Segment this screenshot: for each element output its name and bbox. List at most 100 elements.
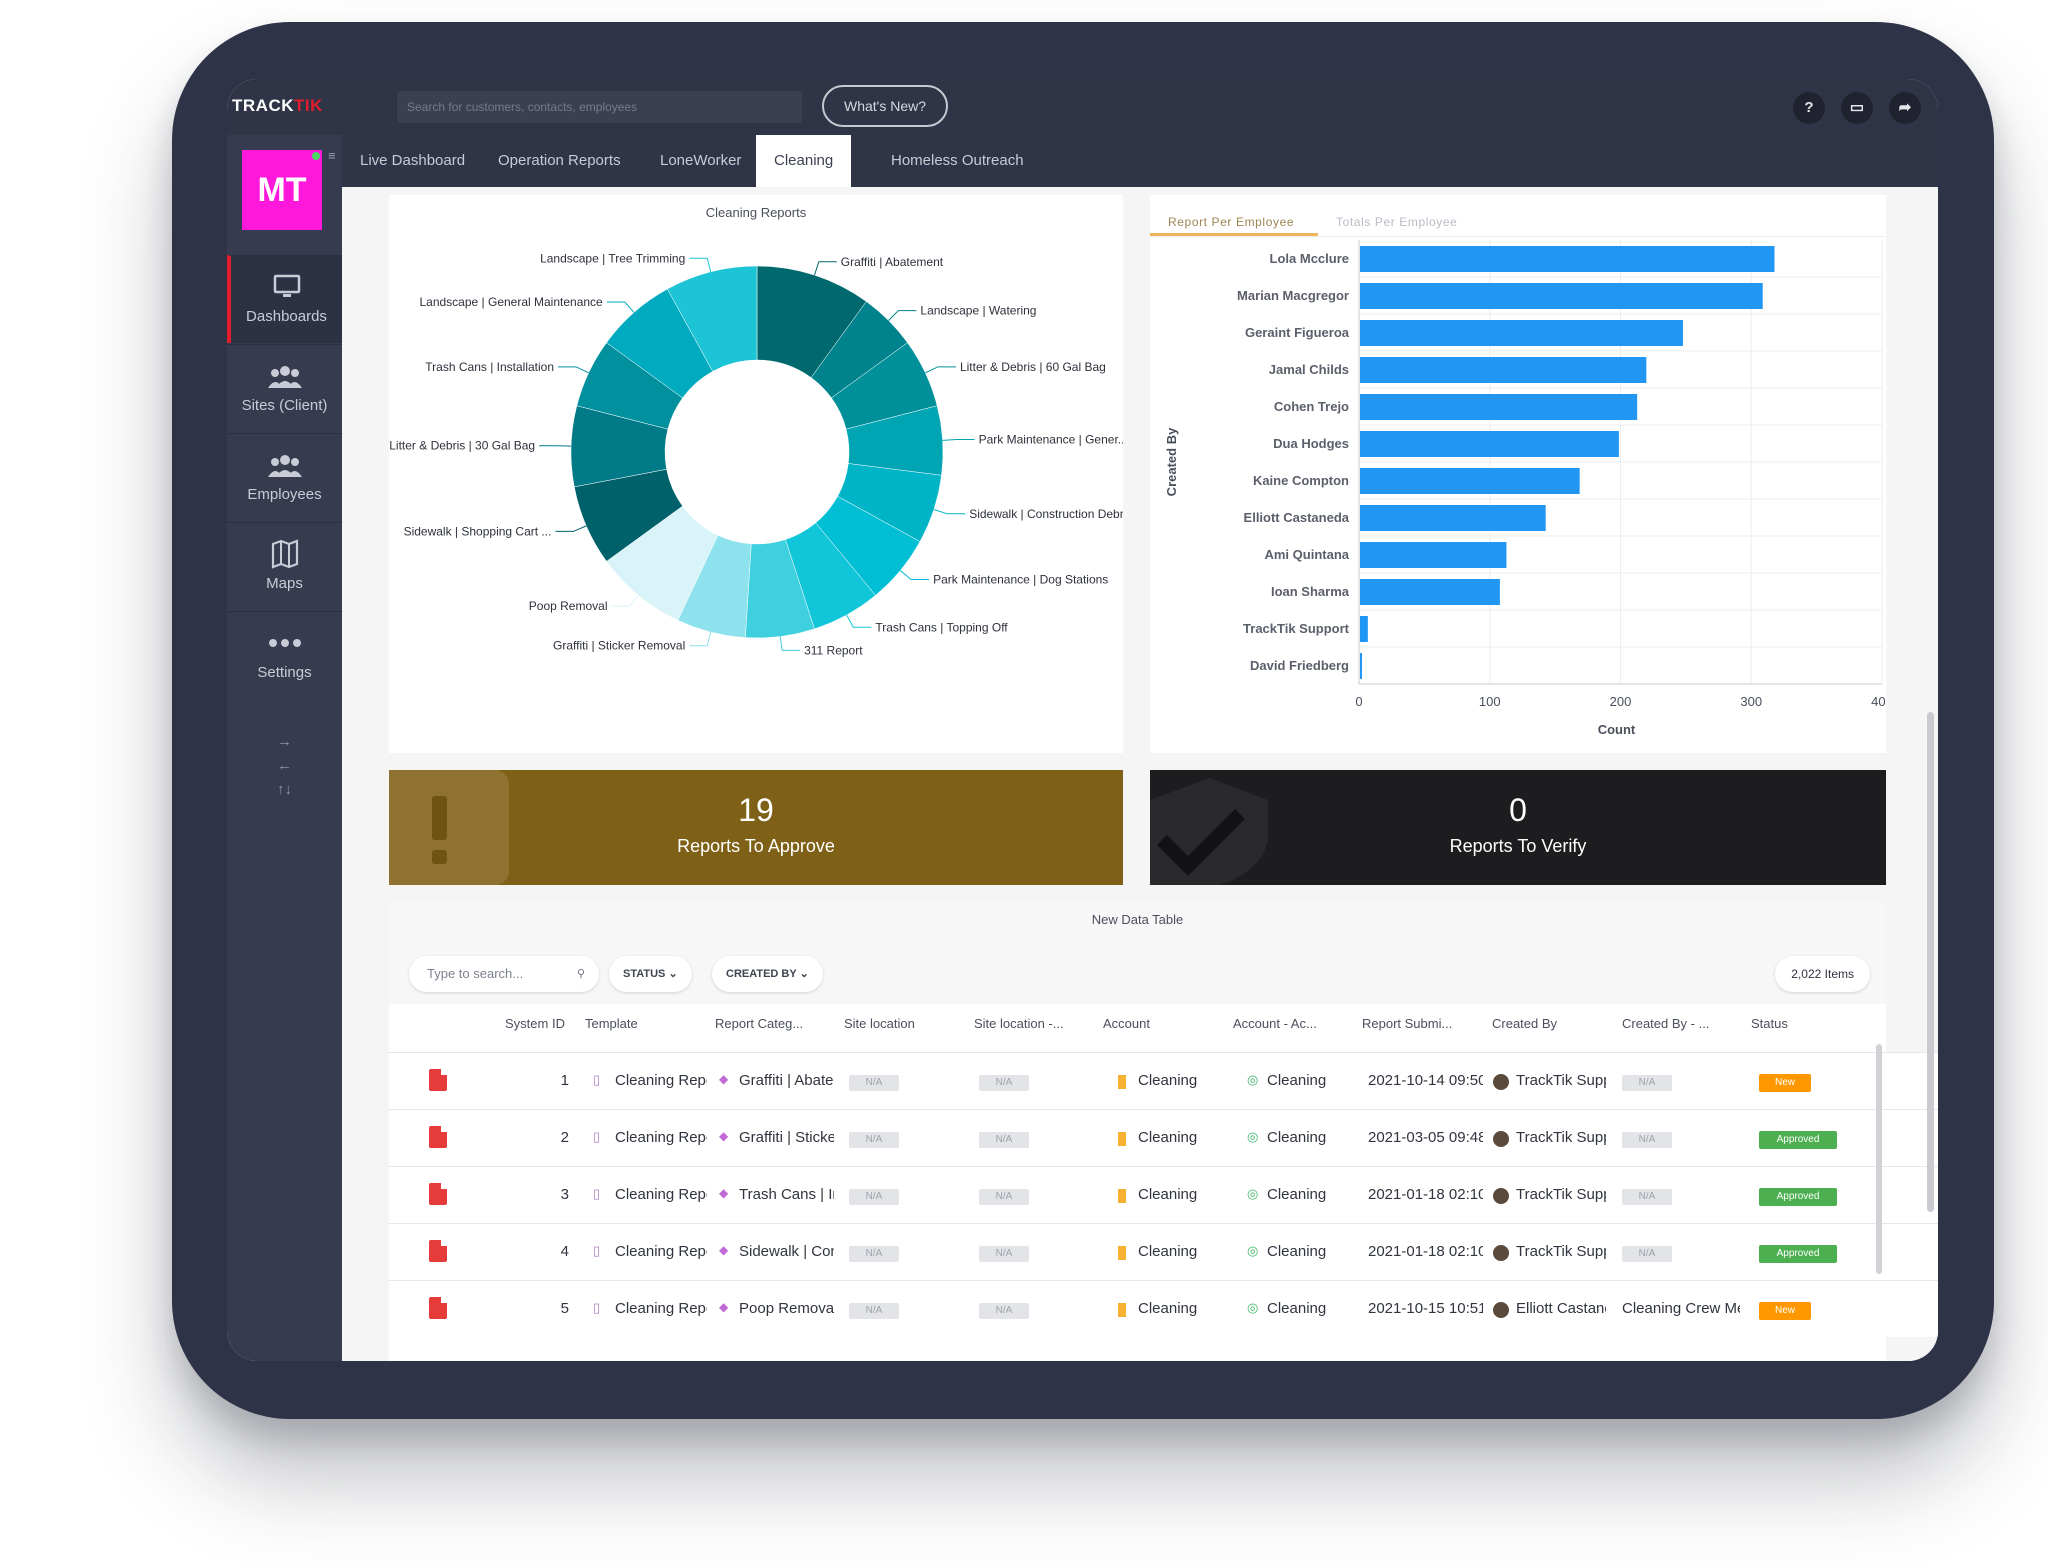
y-tick-label: David Friedberg — [1250, 658, 1349, 673]
donut-slice[interactable] — [667, 265, 758, 372]
col-header-site-location-2[interactable]: Site location -... — [974, 1016, 1064, 1031]
cell-site-location-2: N/A — [979, 1132, 1029, 1148]
share-icon[interactable]: ➦ — [1889, 92, 1921, 124]
tab-totals-per-employee[interactable]: Totals Per Employee — [1336, 215, 1458, 229]
table-body: System ID Template Report Categ... Site … — [389, 1004, 1938, 1361]
bar[interactable] — [1360, 246, 1775, 272]
sort-arrows-icon[interactable]: ↑↓ — [277, 781, 292, 798]
approve-label: Reports To Approve — [677, 836, 835, 856]
account-icon — [1118, 1075, 1126, 1089]
sidebar-item-dashboards[interactable]: Dashboards — [227, 255, 342, 343]
tab-operation-reports[interactable]: Operation Reports — [498, 152, 621, 169]
col-header-system-id[interactable]: System ID — [505, 1016, 565, 1031]
table-row[interactable]: 4 ▯ Cleaning Report ◆ Sidewalk | Constructio… — [389, 1223, 1938, 1280]
slice-label: Landscape | General Maintenance — [419, 295, 603, 309]
bar[interactable] — [1360, 320, 1683, 346]
table-search-input[interactable]: Type to search... ⚲ — [409, 956, 599, 992]
cell-template: Cleaning Report — [615, 1243, 707, 1260]
pdf-icon[interactable] — [429, 1183, 447, 1205]
account-icon — [1118, 1189, 1126, 1203]
pdf-icon[interactable] — [429, 1240, 447, 1262]
col-header-created-by-2[interactable]: Created By - ... — [1622, 1016, 1710, 1031]
col-header-template[interactable]: Template — [585, 1016, 638, 1031]
cell-report-category: Trash Cans | Installation — [739, 1186, 834, 1203]
table-row[interactable]: 3 ▯ Cleaning Report ◆ Trash Cans | Installat… — [389, 1166, 1938, 1223]
col-header-account-2[interactable]: Account - Ac... — [1233, 1016, 1317, 1031]
col-header-report-submitted[interactable]: Report Submi... — [1362, 1016, 1453, 1031]
sidebar-item-settings[interactable]: Settings — [227, 611, 342, 691]
y-axis-label: Created By — [1164, 427, 1179, 496]
table-scrollbar[interactable] — [1876, 1044, 1882, 1274]
sidebar-item-sites[interactable]: Sites (Client) — [227, 344, 342, 432]
pdf-icon[interactable] — [429, 1297, 447, 1319]
created-by-filter-button[interactable]: CREATED BY ⌄ — [712, 956, 823, 992]
sidebar-item-maps[interactable]: Maps — [227, 522, 342, 610]
status-filter-button[interactable]: STATUS ⌄ — [609, 956, 692, 992]
label-leader-line — [689, 257, 712, 272]
cell-report-submitted: 2021-10-15 10:51 — [1368, 1300, 1483, 1317]
tab-cleaning[interactable]: Cleaning — [756, 135, 852, 187]
help-icon[interactable]: ? — [1793, 92, 1825, 124]
report-per-employee-card: Report Per Employee Totals Per Employee … — [1150, 195, 1886, 753]
cell-account-2: Cleaning — [1267, 1243, 1327, 1260]
col-header-account[interactable]: Account — [1103, 1016, 1150, 1031]
bar[interactable] — [1360, 431, 1619, 457]
arrow-right-icon[interactable]: → — [277, 733, 292, 750]
label-leader-line — [888, 310, 917, 321]
x-axis-label: Count — [1598, 722, 1636, 737]
slice-label: Sidewalk | Shopping Cart ... — [404, 524, 552, 538]
bar[interactable] — [1360, 653, 1362, 679]
globe-icon: ◎ — [1247, 1129, 1259, 1144]
x-tick-label: 300 — [1740, 694, 1762, 709]
slice-label: Poop Removal — [529, 599, 608, 613]
y-tick-label: Elliott Castaneda — [1244, 510, 1350, 525]
bar[interactable] — [1360, 616, 1368, 642]
sidebar-item-employees[interactable]: Employees — [227, 433, 342, 521]
bar[interactable] — [1360, 542, 1507, 568]
more-icon — [268, 639, 301, 647]
document-icon: ▯ — [593, 1072, 601, 1087]
label-leader-line — [611, 594, 639, 607]
chevron-down-icon: ⌄ — [799, 968, 809, 980]
tab-report-per-employee[interactable]: Report Per Employee — [1168, 215, 1295, 229]
global-search-input[interactable]: Search for customers, contacts, employee… — [397, 91, 802, 123]
x-tick-label: 100 — [1479, 694, 1501, 709]
table-row[interactable]: 1 ▯ Cleaning Report ◆ Graffiti | Abatement N/… — [389, 1052, 1938, 1109]
bar[interactable] — [1360, 357, 1647, 383]
col-header-status[interactable]: Status — [1751, 1016, 1788, 1031]
bar[interactable] — [1360, 579, 1500, 605]
y-tick-label: Jamal Childs — [1269, 362, 1349, 377]
whats-new-button[interactable]: What's New? — [822, 85, 948, 127]
bar[interactable] — [1360, 394, 1638, 420]
table-row[interactable]: 5 ▯ Cleaning Report ◆ Poop Removal N/A N/A Clea… — [389, 1280, 1938, 1337]
cell-account: Cleaning — [1138, 1300, 1198, 1317]
col-header-created-by[interactable]: Created By — [1492, 1016, 1558, 1031]
y-tick-label: Geraint Figueroa — [1245, 325, 1350, 340]
cell-system-id: 4 — [560, 1243, 569, 1260]
reports-to-verify-card[interactable]: 0 Reports To Verify — [1150, 770, 1886, 885]
avatar[interactable]: MT — [242, 150, 322, 230]
tracktik-logo[interactable]: TRACKTIK — [232, 96, 323, 115]
reports-to-approve-card[interactable]: 19 Reports To Approve — [389, 770, 1123, 885]
tab-live-dashboard[interactable]: Live Dashboard — [360, 152, 466, 169]
bar[interactable] — [1360, 283, 1763, 309]
pdf-icon[interactable] — [429, 1069, 447, 1091]
status-badge: Approved — [1759, 1131, 1837, 1149]
col-header-site-location[interactable]: Site location — [844, 1016, 915, 1031]
cell-created-by: TrackTik Support — [1516, 1186, 1606, 1203]
monitor-icon[interactable]: ▭ — [1841, 92, 1873, 124]
bar[interactable] — [1360, 505, 1546, 531]
cell-site-location-2: N/A — [979, 1303, 1029, 1319]
pdf-icon[interactable] — [429, 1126, 447, 1148]
cell-account: Cleaning — [1138, 1243, 1198, 1260]
tab-homeless-outreach[interactable]: Homeless Outreach — [891, 152, 1024, 169]
arrow-left-icon[interactable]: ← — [277, 757, 292, 774]
tab-loneworker[interactable]: LoneWorker — [660, 152, 742, 169]
col-header-report-category[interactable]: Report Categ... — [715, 1016, 804, 1031]
table-row[interactable]: 2 ▯ Cleaning Report ◆ Graffiti | Sticker Rem… — [389, 1109, 1938, 1166]
bar[interactable] — [1360, 468, 1580, 494]
cell-created-by-2: N/A — [1622, 1132, 1672, 1148]
page-scrollbar[interactable] — [1927, 712, 1934, 1212]
menu-icon[interactable]: ≡ — [328, 148, 336, 163]
bar-chart: 0 100 200 300 400 Lola Mcclure Marian Macgrego… — [1164, 240, 1886, 737]
